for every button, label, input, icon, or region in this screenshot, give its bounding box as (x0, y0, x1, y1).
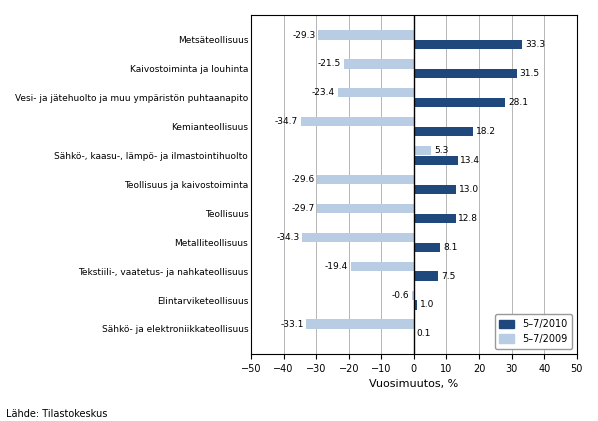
Bar (414, 40, 523, 50)
Bar (414, 300, 417, 309)
Text: 7.5: 7.5 (441, 272, 455, 280)
Text: 18.2: 18.2 (476, 127, 496, 136)
Bar (338, 88, 414, 97)
Text: 13.0: 13.0 (459, 185, 479, 194)
Bar (414, 185, 456, 194)
Bar (414, 98, 505, 107)
Text: 1.0: 1.0 (420, 301, 434, 309)
Text: 8.1: 8.1 (443, 242, 457, 252)
Text: -34.7: -34.7 (275, 117, 298, 126)
Text: 28.1: 28.1 (508, 98, 528, 107)
Bar (317, 204, 414, 213)
Text: -23.4: -23.4 (312, 88, 335, 97)
Bar (306, 320, 414, 329)
Bar (414, 272, 438, 281)
Bar (414, 156, 457, 165)
Text: -19.4: -19.4 (325, 262, 348, 271)
Bar (301, 117, 414, 126)
Text: -33.1: -33.1 (280, 320, 303, 328)
Text: -29.6: -29.6 (292, 175, 315, 184)
Text: 33.3: 33.3 (525, 40, 545, 49)
Bar (414, 213, 456, 223)
Bar (412, 290, 414, 300)
Bar (319, 30, 414, 40)
Text: 0.1: 0.1 (417, 329, 431, 338)
Bar (318, 175, 414, 184)
Text: -29.7: -29.7 (291, 204, 315, 213)
Text: -34.3: -34.3 (276, 233, 300, 242)
Text: -21.5: -21.5 (318, 59, 341, 69)
Text: 31.5: 31.5 (519, 69, 539, 78)
Bar (344, 59, 414, 69)
X-axis label: Vuosimuutos, %: Vuosimuutos, % (370, 379, 459, 389)
Text: Lähde: Tilastokeskus: Lähde: Tilastokeskus (6, 409, 108, 419)
Bar (414, 146, 431, 155)
Text: 12.8: 12.8 (458, 214, 478, 223)
Bar (302, 233, 414, 242)
Text: 13.4: 13.4 (460, 156, 480, 165)
Legend: 5–7/2010, 5–7/2009: 5–7/2010, 5–7/2009 (495, 314, 572, 349)
Bar (414, 69, 517, 78)
Text: -0.6: -0.6 (392, 290, 410, 300)
Text: 5.3: 5.3 (434, 146, 448, 155)
Bar (350, 261, 414, 271)
Bar (414, 242, 440, 252)
Bar (414, 127, 473, 136)
Text: -29.3: -29.3 (292, 31, 316, 40)
